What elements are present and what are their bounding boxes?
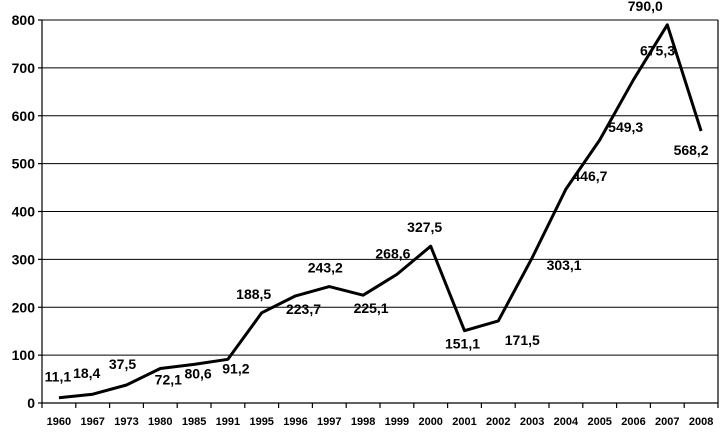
x-tick-label: 2006 <box>621 416 645 428</box>
x-tick-label: 1996 <box>283 416 307 428</box>
data-label: 675,3 <box>640 43 675 59</box>
data-label: 303,1 <box>547 257 582 273</box>
y-tick-label: 200 <box>12 299 36 315</box>
data-label: 327,5 <box>407 219 442 235</box>
x-tick-label: 2000 <box>418 416 442 428</box>
data-label: 568,2 <box>674 142 709 158</box>
data-label: 225,1 <box>354 300 389 316</box>
x-tick-label: 1995 <box>249 416 273 428</box>
x-tick-label: 2002 <box>486 416 510 428</box>
x-tick-label: 1991 <box>216 416 240 428</box>
x-tick-label: 2001 <box>452 416 476 428</box>
x-tick-label: 2008 <box>689 416 713 428</box>
x-tick-label: 2004 <box>554 416 579 428</box>
x-tick-label: 1980 <box>148 416 172 428</box>
y-tick-label: 600 <box>12 108 36 124</box>
y-tick-label: 100 <box>12 347 36 363</box>
x-tick-label: 1973 <box>114 416 138 428</box>
data-label: 790,0 <box>628 0 663 14</box>
data-label: 11,1 <box>45 369 72 385</box>
x-tick-label: 2003 <box>520 416 544 428</box>
data-label: 243,2 <box>308 260 343 276</box>
data-label: 72,1 <box>155 371 182 387</box>
series <box>58 23 703 400</box>
y-tick-label: 0 <box>27 395 35 411</box>
axes <box>38 19 719 408</box>
data-label: 151,1 <box>445 336 480 352</box>
x-tick-label: 2005 <box>587 416 611 428</box>
y-tick-label: 400 <box>12 204 36 220</box>
gridlines <box>42 19 718 356</box>
y-tick-label: 700 <box>12 60 36 76</box>
x-tick-label: 1960 <box>47 416 71 428</box>
y-tick-label: 500 <box>12 156 36 172</box>
series-line <box>58 23 703 400</box>
data-label: 37,5 <box>109 356 136 372</box>
data-label: 18,4 <box>73 365 100 381</box>
x-tick-label: 1999 <box>385 416 409 428</box>
data-label: 223,7 <box>286 301 321 317</box>
data-label: 268,6 <box>375 245 410 261</box>
x-tick-label: 1985 <box>182 416 206 428</box>
x-tick-label: 1998 <box>351 416 375 428</box>
x-tick-label: 1997 <box>317 416 341 428</box>
x-tick-label: 2007 <box>655 416 679 428</box>
x-tick-label: 1967 <box>80 416 104 428</box>
data-label: 446,7 <box>572 168 607 184</box>
y-axis-tick-labels: 0 100 200 300 400 500 600 700 800 <box>12 12 36 411</box>
data-label: 188,5 <box>236 286 271 302</box>
data-label: 91,2 <box>222 360 249 376</box>
x-axis-tick-labels: 1960 1967 1973 1980 1985 1991 1995 1996 1997 1998… <box>47 416 714 428</box>
data-label: 80,6 <box>184 365 211 381</box>
data-label: 171,5 <box>505 332 540 348</box>
data-label: 549,3 <box>608 119 643 135</box>
data-labels: 11,1 18,4 37,5 72,1 80,6 91,2 188,5 223,7 243,2 2… <box>45 0 709 387</box>
y-tick-label: 300 <box>12 251 36 267</box>
y-tick-label: 800 <box>12 12 36 28</box>
